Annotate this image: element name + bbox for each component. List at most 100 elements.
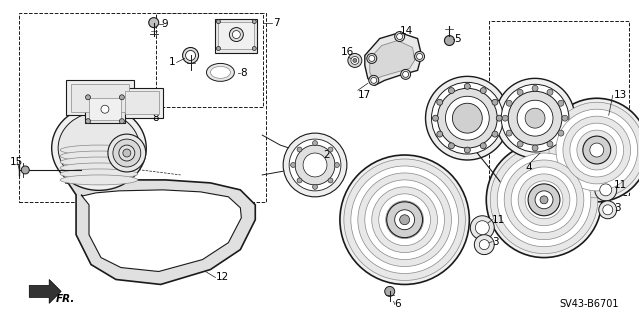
Text: 12: 12 (216, 272, 228, 283)
Circle shape (148, 18, 159, 27)
Bar (218, 22, 254, 49)
Circle shape (540, 196, 548, 204)
Circle shape (297, 178, 302, 183)
Circle shape (480, 88, 486, 93)
Circle shape (312, 184, 317, 189)
Circle shape (436, 131, 443, 137)
Circle shape (426, 76, 509, 160)
Text: 10: 10 (539, 183, 552, 193)
Circle shape (570, 123, 623, 177)
Circle shape (517, 89, 523, 95)
Circle shape (506, 130, 512, 136)
Circle shape (444, 35, 454, 46)
Ellipse shape (119, 145, 135, 161)
Circle shape (252, 47, 256, 50)
Text: 14: 14 (399, 26, 413, 35)
Circle shape (328, 147, 333, 152)
Text: 3: 3 (614, 203, 620, 213)
Text: FR.: FR. (56, 294, 76, 304)
Text: 13: 13 (614, 90, 627, 100)
Text: 7: 7 (273, 18, 280, 28)
Bar (121, 88, 163, 118)
Circle shape (438, 88, 497, 148)
Circle shape (328, 178, 333, 183)
Circle shape (486, 142, 602, 257)
Circle shape (476, 221, 489, 235)
Text: 15: 15 (10, 157, 22, 167)
Circle shape (379, 194, 431, 246)
Circle shape (431, 82, 503, 154)
Circle shape (583, 136, 611, 164)
Text: 4: 4 (525, 163, 532, 173)
Circle shape (474, 235, 494, 255)
Circle shape (397, 33, 403, 40)
Circle shape (492, 131, 498, 137)
Text: 11: 11 (492, 215, 506, 225)
Bar (66, 80, 134, 115)
Circle shape (511, 167, 577, 233)
Circle shape (415, 51, 424, 62)
Circle shape (490, 146, 598, 254)
Ellipse shape (58, 112, 140, 184)
Text: 3: 3 (492, 237, 499, 247)
Circle shape (465, 83, 470, 89)
Circle shape (480, 143, 486, 149)
Circle shape (395, 32, 404, 41)
Circle shape (563, 116, 630, 184)
Circle shape (216, 19, 220, 24)
Circle shape (386, 201, 424, 239)
Circle shape (417, 54, 422, 59)
Text: 17: 17 (358, 90, 371, 100)
Circle shape (497, 153, 591, 247)
Circle shape (545, 98, 640, 202)
Circle shape (303, 153, 327, 177)
Bar (489, 21, 628, 195)
Ellipse shape (60, 145, 138, 155)
Circle shape (401, 70, 411, 79)
Circle shape (558, 130, 564, 136)
Text: SV43-B6701: SV43-B6701 (559, 299, 619, 309)
Circle shape (532, 145, 538, 151)
Circle shape (492, 99, 498, 105)
Circle shape (575, 132, 587, 144)
Circle shape (385, 286, 395, 296)
Polygon shape (81, 190, 241, 271)
Circle shape (216, 47, 220, 50)
Circle shape (603, 205, 612, 215)
Circle shape (335, 162, 339, 167)
Ellipse shape (60, 157, 138, 167)
Circle shape (229, 27, 243, 41)
Circle shape (252, 19, 256, 24)
Circle shape (549, 102, 640, 198)
Circle shape (120, 119, 124, 124)
Text: 8: 8 (153, 113, 159, 123)
Polygon shape (370, 41, 415, 80)
Ellipse shape (60, 169, 138, 179)
Circle shape (517, 100, 553, 136)
Circle shape (86, 119, 90, 124)
Circle shape (297, 147, 302, 152)
Circle shape (517, 141, 523, 147)
Text: 16: 16 (341, 48, 354, 57)
Circle shape (433, 115, 438, 121)
Text: 2: 2 (323, 150, 330, 160)
Circle shape (351, 56, 359, 64)
Circle shape (86, 95, 90, 100)
Ellipse shape (516, 205, 534, 217)
Circle shape (600, 184, 612, 196)
Ellipse shape (60, 175, 138, 185)
Circle shape (372, 187, 438, 253)
Circle shape (558, 100, 564, 106)
Circle shape (436, 99, 443, 105)
Circle shape (495, 78, 575, 158)
Bar (19, 13, 266, 202)
Circle shape (502, 115, 508, 121)
Circle shape (449, 88, 454, 93)
Text: 4: 4 (476, 107, 482, 117)
Circle shape (508, 91, 562, 145)
Circle shape (289, 139, 341, 191)
Polygon shape (365, 33, 422, 85)
Circle shape (369, 56, 375, 62)
Circle shape (344, 159, 465, 280)
Bar (85, 95, 125, 123)
